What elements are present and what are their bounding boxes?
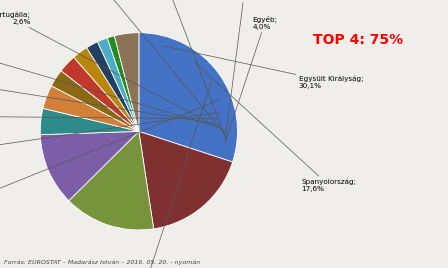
Text: Németország;
2,9%: Németország; 2,9% bbox=[0, 77, 215, 124]
Wedge shape bbox=[74, 48, 139, 131]
Text: Egysült Királyság;
30,1%: Egysült Királyság; 30,1% bbox=[162, 46, 363, 89]
Wedge shape bbox=[114, 33, 139, 131]
Text: Bulgária;
2,0%: Bulgária; 2,0% bbox=[88, 0, 226, 135]
Wedge shape bbox=[98, 38, 139, 131]
Text: Franciaország;
15,0%: Franciaország; 15,0% bbox=[118, 81, 212, 268]
Text: Egyéb;
4,0%: Egyéb; 4,0% bbox=[225, 16, 277, 144]
Text: Írország;
4,3%: Írország; 4,3% bbox=[0, 112, 220, 156]
Wedge shape bbox=[107, 36, 139, 131]
Text: Portugália;
2,6%: Portugália; 2,6% bbox=[0, 11, 226, 131]
Text: Görögország;
11,9%: Görögország; 11,9% bbox=[0, 100, 220, 209]
Text: TOP 4: 75%: TOP 4: 75% bbox=[313, 33, 404, 47]
Text: Olaszország;
3,0%: Olaszország; 3,0% bbox=[0, 48, 220, 127]
Wedge shape bbox=[86, 42, 139, 131]
Wedge shape bbox=[61, 57, 139, 131]
Text: Hollandia;
1,7%: Hollandia; 1,7% bbox=[148, 0, 225, 137]
Wedge shape bbox=[69, 131, 154, 230]
Wedge shape bbox=[43, 86, 139, 131]
Text: Forrás: EUROSTAT – Madarász István – 2016. 05. 20. - nyomán: Forrás: EUROSTAT – Madarász István – 201… bbox=[4, 260, 201, 265]
Text: Magyarország;
1,2%: Magyarország; 1,2% bbox=[218, 0, 271, 140]
Text: Spanyolország;
17,6%: Spanyolország; 17,6% bbox=[194, 62, 357, 192]
Wedge shape bbox=[52, 71, 139, 131]
Wedge shape bbox=[139, 131, 233, 229]
Wedge shape bbox=[139, 33, 237, 162]
Text: Románia;
3,9%: Románia; 3,9% bbox=[0, 110, 217, 123]
Wedge shape bbox=[40, 131, 139, 201]
Wedge shape bbox=[40, 108, 139, 135]
